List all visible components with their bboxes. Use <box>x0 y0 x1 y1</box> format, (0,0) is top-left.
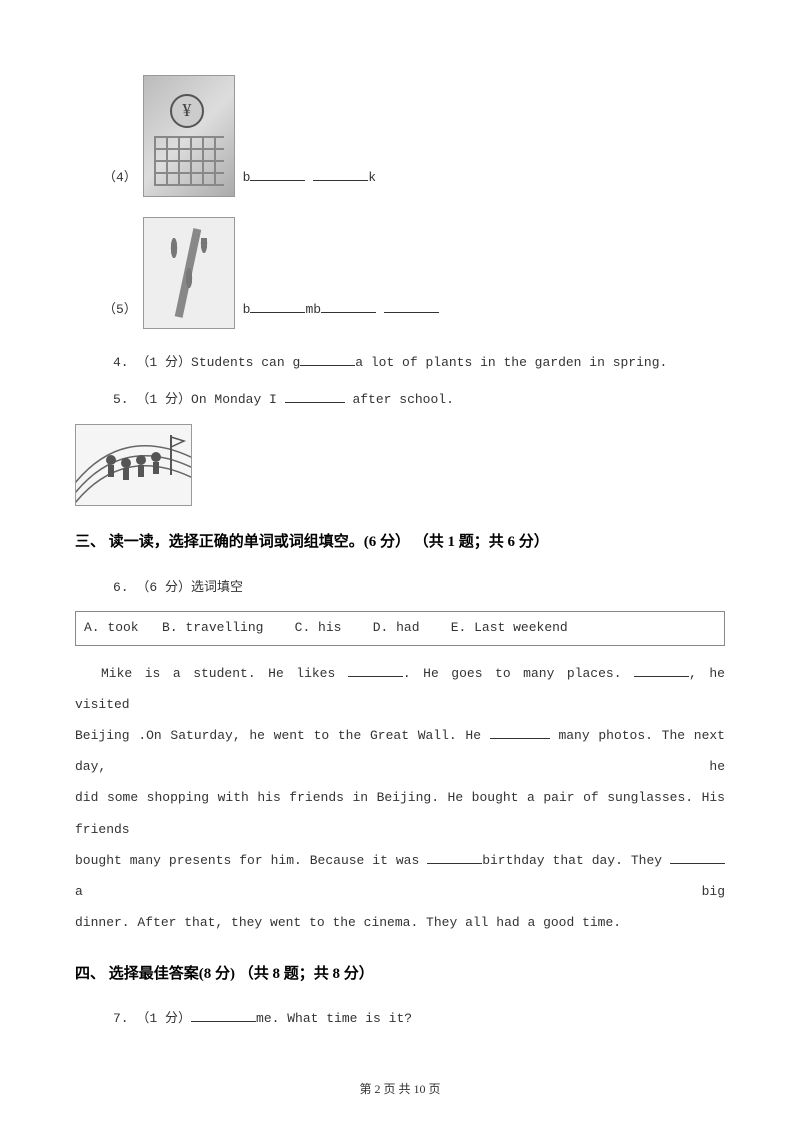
blank[interactable] <box>634 663 689 677</box>
item-5-fill: b mb <box>235 296 439 329</box>
item-4-row: （4） b k <box>75 75 725 197</box>
passage-line-5: dinner. After that, they went to the cin… <box>75 907 725 938</box>
question-7: 7. （1 分） me. What time is it? <box>75 1005 725 1034</box>
q4-text-before: Students can g <box>191 355 300 370</box>
option-box: A. took B. travelling C. his D. had E. L… <box>75 611 725 646</box>
p4c: a big <box>75 884 725 899</box>
passage-line-2: Beijing .On Saturday, he went to the Gre… <box>75 720 725 782</box>
p4a: bought many presents for him. Because it… <box>75 853 427 868</box>
q5-text-before: On Monday I <box>191 392 285 407</box>
q4-num: 4. <box>113 355 129 370</box>
item-5-prefix: b <box>243 302 251 317</box>
passage-line-1: Mike is a student. He likes . He goes to… <box>75 658 725 720</box>
p5: dinner. After that, they went to the cin… <box>75 915 621 930</box>
blank[interactable] <box>250 167 305 181</box>
option-b: B. travelling <box>162 620 263 635</box>
option-d: D. had <box>373 620 420 635</box>
q7-num: 7. <box>113 1011 129 1026</box>
running-image <box>75 424 192 506</box>
option-a: A. took <box>84 620 139 635</box>
blank[interactable] <box>670 850 725 864</box>
q4-points: （1 分） <box>136 355 191 370</box>
blank[interactable] <box>285 389 345 403</box>
q6-num: 6. <box>113 580 129 595</box>
blank[interactable] <box>313 167 368 181</box>
q6-label: 选词填空 <box>191 579 243 594</box>
item-4-fill: b k <box>235 164 376 197</box>
building-image <box>143 75 235 197</box>
item-5-mid: mb <box>305 302 321 317</box>
question-5: 5. （1 分）On Monday I after school. <box>75 386 725 415</box>
item-4-suffix: k <box>368 170 376 185</box>
passage-line-4: bought many presents for him. Because it… <box>75 845 725 907</box>
question-6: 6. （6 分）选词填空 <box>75 573 725 603</box>
passage-line-3: did some shopping with his friends in Be… <box>75 782 725 844</box>
item-4-num: （4） <box>75 164 143 197</box>
blank[interactable] <box>348 663 403 677</box>
option-e: E. Last weekend <box>451 620 568 635</box>
blank[interactable] <box>427 850 482 864</box>
running-image-wrap <box>75 424 725 506</box>
page-footer: 第 2 页 共 10 页 <box>75 1076 725 1102</box>
p4b: birthday that day. They <box>482 853 670 868</box>
p1a: Mike is a student. He likes <box>101 666 348 681</box>
q4-text-after: a lot of plants in the garden in spring. <box>355 355 667 370</box>
blank[interactable] <box>321 299 376 313</box>
section-3-title: 三、 读一读，选择正确的单词或词组填空。(6 分） （共 1 题；共 6 分） <box>75 526 725 559</box>
question-4: 4. （1 分）Students can g a lot of plants in… <box>75 349 725 378</box>
blank[interactable] <box>300 352 355 366</box>
blank[interactable] <box>490 725 550 739</box>
passage: Mike is a student. He likes . He goes to… <box>75 658 725 939</box>
p3: did some shopping with his friends in Be… <box>75 790 725 836</box>
q7-text-after: me. What time is it? <box>256 1011 412 1026</box>
item-4-prefix: b <box>243 170 251 185</box>
q6-points: （6 分） <box>136 580 191 595</box>
blank[interactable] <box>191 1008 256 1022</box>
blank[interactable] <box>384 299 439 313</box>
q5-num: 5. <box>113 392 129 407</box>
p1b: . He goes to many places. <box>403 666 634 681</box>
item-5-num: （5） <box>75 296 143 329</box>
blank[interactable] <box>250 299 305 313</box>
page: （4） b k （5） bmb 4. （1 分）Students can ga … <box>0 0 800 1132</box>
q7-points: （1 分） <box>136 1011 191 1026</box>
q5-points: （1 分） <box>136 392 191 407</box>
section-4-title: 四、 选择最佳答案(8 分) （共 8 题；共 8 分） <box>75 958 725 991</box>
option-c: C. his <box>295 620 342 635</box>
bamboo-image <box>143 217 235 329</box>
item-5-row: （5） b mb <box>75 217 725 329</box>
q5-text-after: after school. <box>345 392 454 407</box>
p2a: Beijing .On Saturday, he went to the Gre… <box>75 728 490 743</box>
